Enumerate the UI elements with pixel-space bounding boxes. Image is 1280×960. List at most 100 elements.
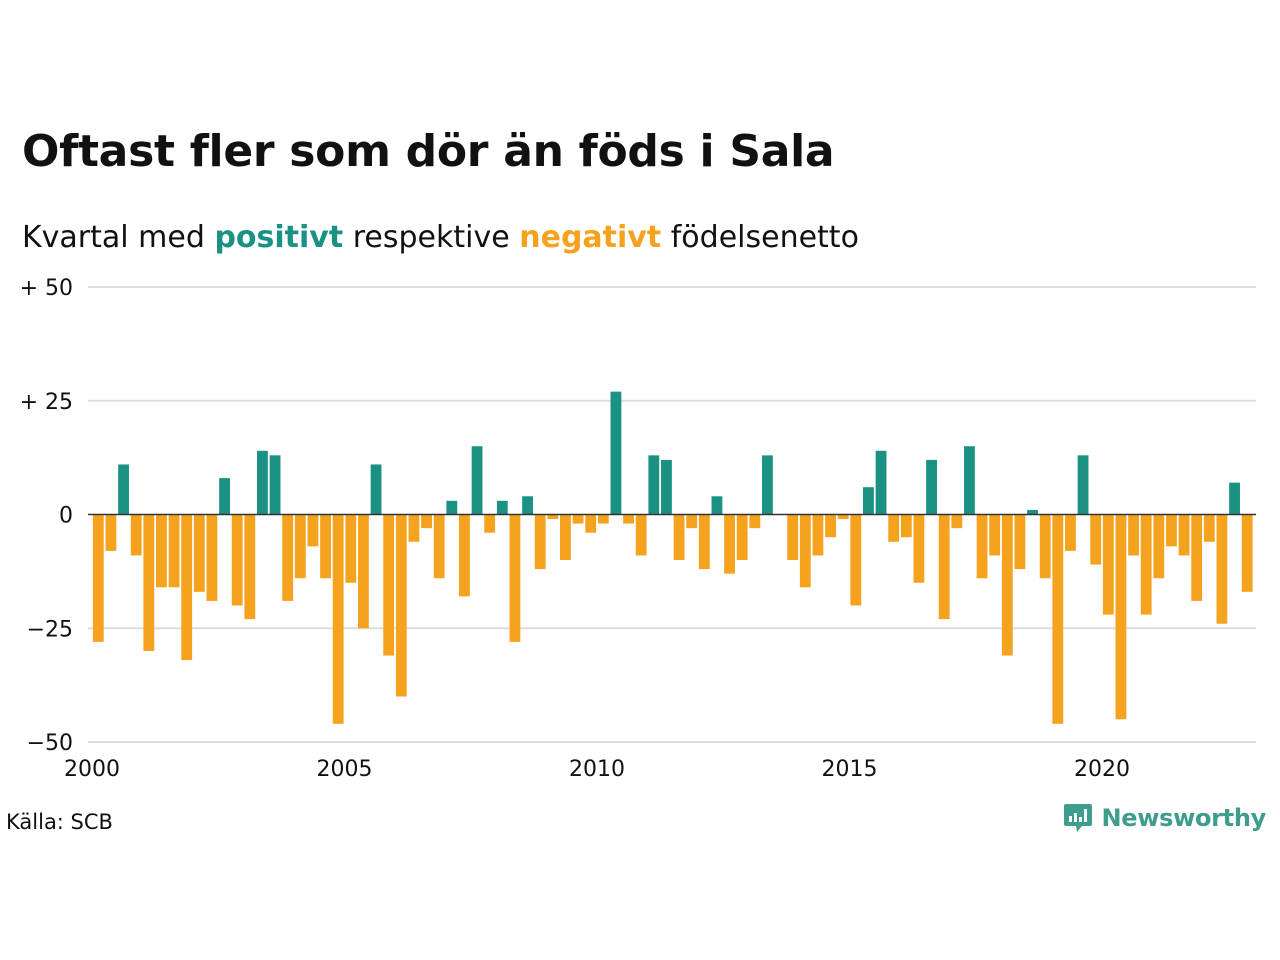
bar-2015-q3: 2015 Q3: 14 <box>875 450 887 515</box>
bar-2004-q2: 2004 Q2: -7 <box>307 514 319 547</box>
x-tick-label: 2015 <box>822 757 878 782</box>
bar-2018-q1: 2018 Q1: -31 <box>1001 514 1013 656</box>
bar-2013-q2: 2013 Q2: 13 <box>762 455 773 515</box>
bar-2018-q2: 2018 Q2: -12 <box>1014 514 1026 570</box>
bar-2012-q4: 2012 Q4: -10 <box>736 514 748 560</box>
bar-2001-q2: 2001 Q2: -16 <box>156 514 167 588</box>
x-tick-label: 2000 <box>64 757 120 782</box>
bar-2017-q1: 2017 Q1: -3 <box>951 514 963 529</box>
bar-2016-q2: 2016 Q2: -15 <box>913 514 925 583</box>
source-note: Källa: SCB <box>6 810 113 834</box>
bar-2010-q1: 2010 Q1: -2 <box>597 514 609 524</box>
bar-2007-q2: 2007 Q2: -18 <box>459 514 470 597</box>
bar-2012-q3: 2012 Q3: -13 <box>724 514 735 574</box>
bar-2019-q3: 2019 Q3: 13 <box>1077 455 1089 515</box>
bar-2014-q1: 2014 Q1: -16 <box>799 514 811 588</box>
bar-2000-q2: 2000 Q2: -8 <box>105 514 117 551</box>
bar-2020-q3: 2020 Q3: -9 <box>1128 514 1139 556</box>
y-tick-label: + 25 <box>20 390 73 415</box>
bar-2003-q1: 2003 Q1: -23 <box>244 514 256 620</box>
bar-2011-q2: 2011 Q2: 12 <box>661 459 672 515</box>
bar-2008-q1: 2008 Q1: 3 <box>496 500 508 515</box>
subtitle-suffix: födelsenetto <box>670 220 859 255</box>
y-tick-label: + 50 <box>20 276 73 301</box>
bar-2018-q4: 2018 Q4: -14 <box>1039 514 1051 579</box>
bar-2008-q3: 2008 Q3: 4 <box>522 496 533 515</box>
subtitle-middle: respektive <box>352 220 510 255</box>
bar-2004-q4: 2004 Q4: -46 <box>332 514 344 724</box>
chart-title: Oftast fler som dör än föds i Sala <box>22 126 835 177</box>
bar-2020-q1: 2020 Q1: -22 <box>1102 514 1114 615</box>
bar-2006-q1: 2006 Q1: -40 <box>395 514 407 697</box>
bar-2020-q2: 2020 Q2: -45 <box>1115 514 1127 720</box>
newsworthy-brand: Newsworthy <box>1063 802 1266 834</box>
bar-2007-q3: 2007 Q3: 15 <box>471 446 483 515</box>
bar-2017-q2: 2017 Q2: 15 <box>964 446 975 515</box>
bar-2021-q2: 2021 Q2: -7 <box>1166 514 1177 547</box>
x-tick-label: 2005 <box>317 757 373 782</box>
bar-2007-q4: 2007 Q4: -4 <box>484 514 496 533</box>
newsworthy-logo-icon <box>1064 804 1093 832</box>
bar-2000-q3: 2000 Q3: 11 <box>118 464 129 515</box>
bar-2014-q2: 2014 Q2: -9 <box>812 514 824 556</box>
bar-2012-q2: 2012 Q2: 4 <box>711 496 723 515</box>
bar-2021-q1: 2021 Q1: -14 <box>1153 514 1165 579</box>
bar-2004-q1: 2004 Q1: -14 <box>294 514 306 579</box>
bar-2011-q3: 2011 Q3: -10 <box>673 514 685 560</box>
bar-2009-q4: 2009 Q4: -4 <box>585 514 597 533</box>
y-tick-label: −25 <box>27 617 73 642</box>
bar-2002-q2: 2002 Q2: -19 <box>206 514 218 601</box>
bar-2012-q1: 2012 Q1: -12 <box>698 514 710 570</box>
bar-2002-q4: 2002 Q4: -20 <box>231 514 243 606</box>
bar-2005-q4: 2005 Q4: -31 <box>383 514 395 656</box>
bar-2009-q2: 2009 Q2: -10 <box>560 514 571 560</box>
bar-2001-q4: 2001 Q4: -32 <box>181 514 193 661</box>
subtitle-negative-word: negativt <box>519 220 662 255</box>
bar-2014-q4: 2014 Q4: -1 <box>837 514 849 520</box>
bar-2013-q1: 2013 Q1: -3 <box>749 514 761 529</box>
bar-2017-q4: 2017 Q4: -9 <box>989 514 1001 556</box>
bar-2021-q3: 2021 Q3: -9 <box>1178 514 1190 556</box>
bar-2020-q4: 2020 Q4: -22 <box>1140 514 1152 615</box>
bar-2022-q2: 2022 Q2: -24 <box>1216 514 1228 624</box>
bar-2001-q3: 2001 Q3: -16 <box>168 514 180 588</box>
subtitle-prefix: Kvartal med <box>22 220 205 255</box>
bar-2019-q1: 2019 Q1: -46 <box>1052 514 1064 724</box>
x-tick-label: 2020 <box>1074 757 1130 782</box>
bar-2006-q3: 2006 Q3: -3 <box>421 514 432 529</box>
bar-2022-q1: 2022 Q1: -6 <box>1203 514 1215 542</box>
subtitle-positive-word: positivt <box>214 220 344 255</box>
y-tick-label: 0 <box>59 504 73 529</box>
bar-2010-q3: 2010 Q3: -2 <box>623 514 634 524</box>
bar-2017-q3: 2017 Q3: -14 <box>976 514 988 579</box>
bar-2016-q1: 2016 Q1: -5 <box>900 514 912 538</box>
brand-name: Newsworthy <box>1101 804 1266 832</box>
bar-2005-q1: 2005 Q1: -15 <box>345 514 357 583</box>
bar-2011-q1: 2011 Q1: 13 <box>648 455 660 515</box>
bar-2000-q4: 2000 Q4: -9 <box>130 514 142 556</box>
bar-2007-q1: 2007 Q1: 3 <box>446 500 458 515</box>
bar-2013-q4: 2013 Q4: -10 <box>787 514 799 560</box>
bar-2008-q2: 2008 Q2: -28 <box>509 514 521 642</box>
bar-2009-q1: 2009 Q1: -1 <box>547 514 559 520</box>
bar-2015-q2: 2015 Q2: 6 <box>863 487 874 515</box>
bar-2003-q3: 2003 Q3: 13 <box>269 455 281 515</box>
bar-2009-q3: 2009 Q3: -2 <box>572 514 584 524</box>
bar-2003-q4: 2003 Q4: -19 <box>282 514 294 601</box>
bar-2019-q2: 2019 Q2: -8 <box>1065 514 1076 551</box>
bar-2014-q3: 2014 Q3: -5 <box>825 514 836 538</box>
bar-2000-q1: 2000 Q1: -28 <box>92 514 104 642</box>
bar-2005-q2: 2005 Q2: -25 <box>358 514 369 629</box>
bar-2016-q4: 2016 Q4: -23 <box>938 514 950 620</box>
y-tick-label: −50 <box>27 731 73 756</box>
x-tick-label: 2010 <box>569 757 625 782</box>
chart-subtitle: Kvartal med positivt respektive negativt… <box>22 220 859 256</box>
bar-2004-q3: 2004 Q3: -14 <box>320 514 331 579</box>
bar-2006-q4: 2006 Q4: -14 <box>433 514 445 579</box>
bar-2010-q4: 2010 Q4: -9 <box>635 514 647 556</box>
bar-2016-q3: 2016 Q3: 12 <box>926 459 937 515</box>
bar-2001-q1: 2001 Q1: -30 <box>143 514 155 651</box>
bar-2002-q3: 2002 Q3: 8 <box>219 478 230 515</box>
